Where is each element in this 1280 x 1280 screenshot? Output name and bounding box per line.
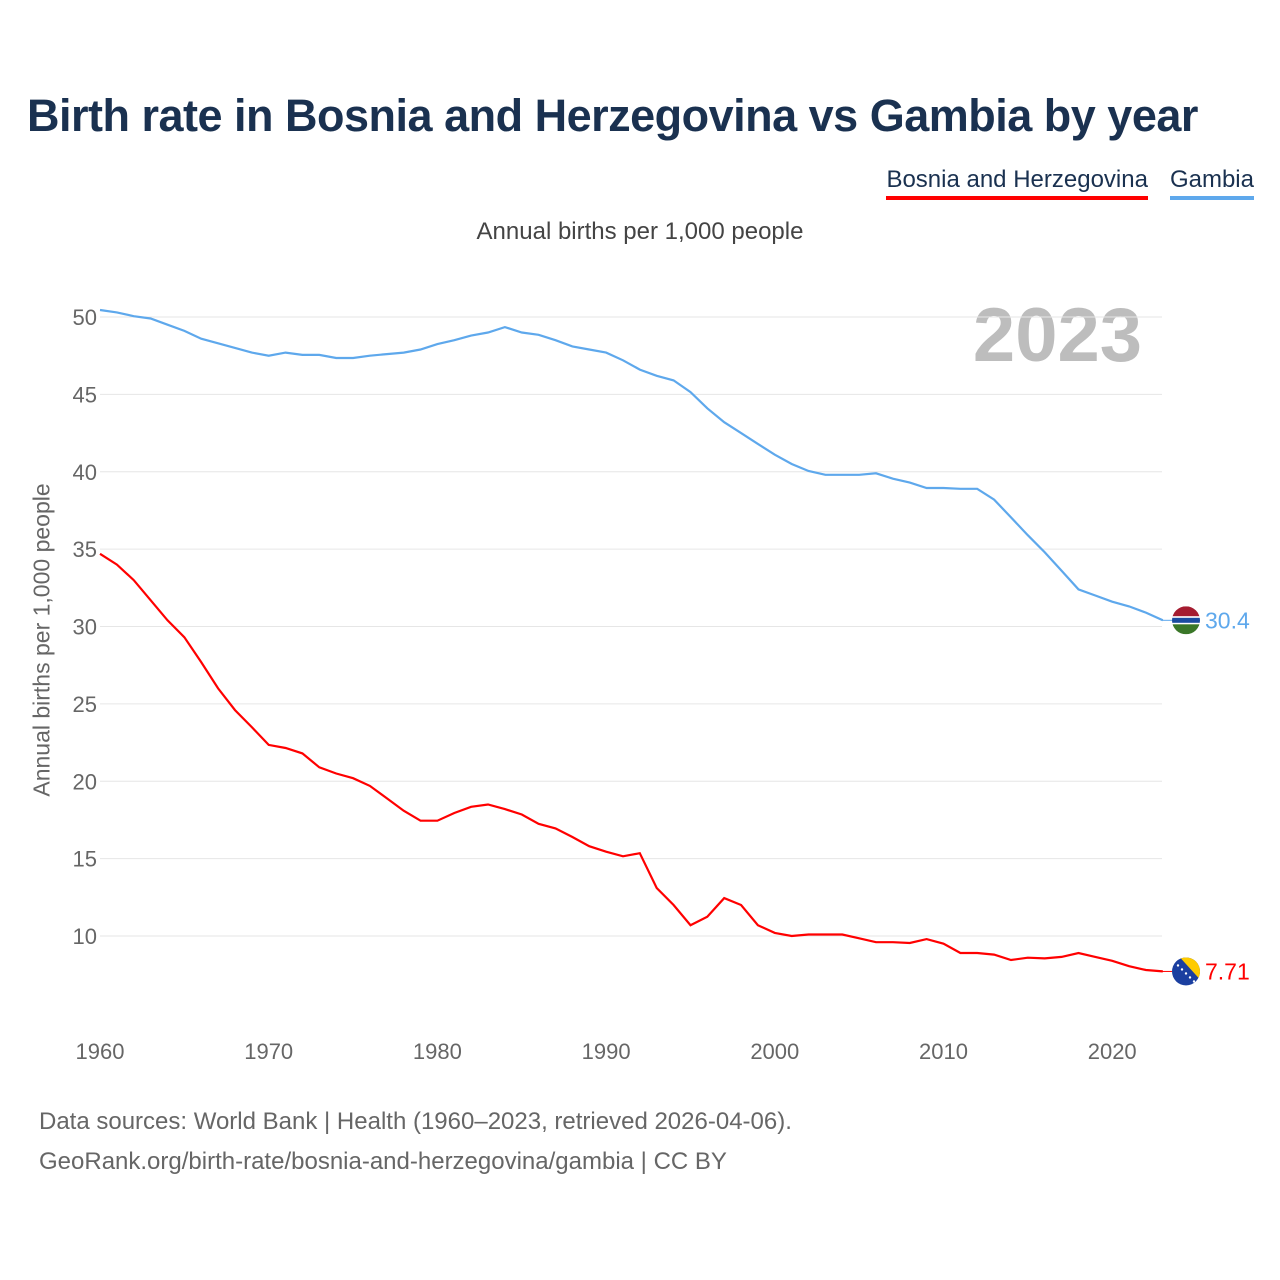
- footer-sources: Data sources: World Bank | Health (1960–…: [39, 1108, 792, 1135]
- y-tick-label: 15: [73, 847, 97, 872]
- y-tick-label: 10: [73, 924, 97, 949]
- year-watermark: 2023: [972, 293, 1142, 378]
- end-value-label: 30.4: [1205, 607, 1250, 633]
- y-tick-label: 40: [73, 460, 97, 485]
- y-tick-label: 20: [73, 769, 97, 794]
- series-line-gambia[interactable]: [99, 308, 1164, 622]
- chart-subtitle: Annual births per 1,000 people: [476, 218, 804, 245]
- gambia-flag-icon: [1172, 606, 1200, 635]
- series-line-bosnia[interactable]: [99, 552, 1163, 973]
- bosnia-flag-icon: [1172, 957, 1200, 986]
- x-tick-label: 2010: [919, 1039, 968, 1064]
- footer-url[interactable]: GeoRank.org/birth-rate/bosnia-and-herzeg…: [39, 1148, 727, 1175]
- end-value-label: 7.71: [1205, 958, 1250, 984]
- y-tick-label: 30: [73, 615, 97, 640]
- y-tick-label: 35: [73, 537, 97, 562]
- y-tick-label: 45: [73, 382, 97, 407]
- x-tick-label: 1960: [76, 1039, 125, 1064]
- legend-item-bosnia[interactable]: Bosnia and Herzegovina: [886, 166, 1148, 200]
- chart-title: Birth rate in Bosnia and Herzegovina vs …: [27, 90, 1198, 141]
- legend: Bosnia and Herzegovina Gambia: [886, 166, 1254, 200]
- legend-item-gambia[interactable]: Gambia: [1169, 166, 1254, 200]
- x-tick-label: 1980: [413, 1039, 462, 1064]
- x-tick-label: 1970: [244, 1039, 293, 1064]
- x-tick-label: 1990: [582, 1039, 631, 1064]
- x-tick-label: 2000: [750, 1039, 799, 1064]
- x-tick-label: 2020: [1088, 1039, 1137, 1064]
- y-tick-label: 25: [73, 692, 97, 717]
- y-tick-label: 50: [73, 305, 97, 330]
